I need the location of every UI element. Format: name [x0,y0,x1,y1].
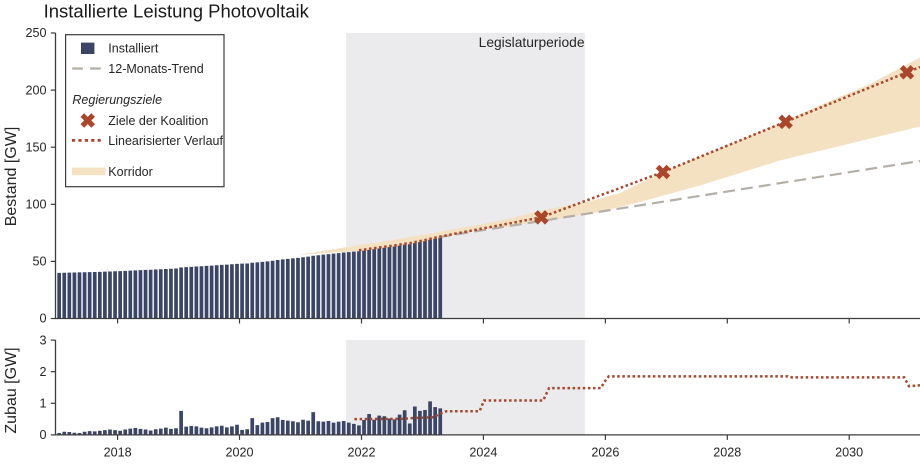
svg-text:150: 150 [25,140,46,154]
svg-text:2018: 2018 [104,446,132,460]
svg-text:2024: 2024 [469,446,497,460]
svg-text:2020: 2020 [225,446,253,460]
svg-text:Zubau [GW]: Zubau [GW] [3,347,20,433]
svg-text:0: 0 [39,312,46,326]
svg-text:2030: 2030 [835,446,863,460]
svg-text:Legislaturperiode: Legislaturperiode [479,35,585,50]
svg-text:Bestand [GW]: Bestand [GW] [3,127,20,227]
svg-text:Installiert: Installiert [108,42,159,56]
svg-text:2028: 2028 [713,446,741,460]
svg-text:50: 50 [32,255,46,269]
svg-text:3: 3 [39,333,46,347]
svg-text:Linearisierter Verlauf: Linearisierter Verlauf [108,134,223,148]
svg-text:Korridor: Korridor [108,165,152,179]
svg-text:200: 200 [25,83,46,97]
svg-text:2022: 2022 [347,446,375,460]
svg-text:0: 0 [39,428,46,442]
svg-text:Regierungsziele: Regierungsziele [72,93,162,107]
svg-text:100: 100 [25,198,46,212]
svg-text:2: 2 [39,365,46,379]
svg-text:12-Monats-Trend: 12-Monats-Trend [108,62,203,76]
svg-text:Installierte Leistung Photovol: Installierte Leistung Photovoltaik [44,0,310,21]
svg-text:Ziele der Koalition: Ziele der Koalition [108,114,208,128]
svg-text:2026: 2026 [591,446,619,460]
svg-text:250: 250 [25,26,46,40]
svg-text:1: 1 [39,397,46,411]
